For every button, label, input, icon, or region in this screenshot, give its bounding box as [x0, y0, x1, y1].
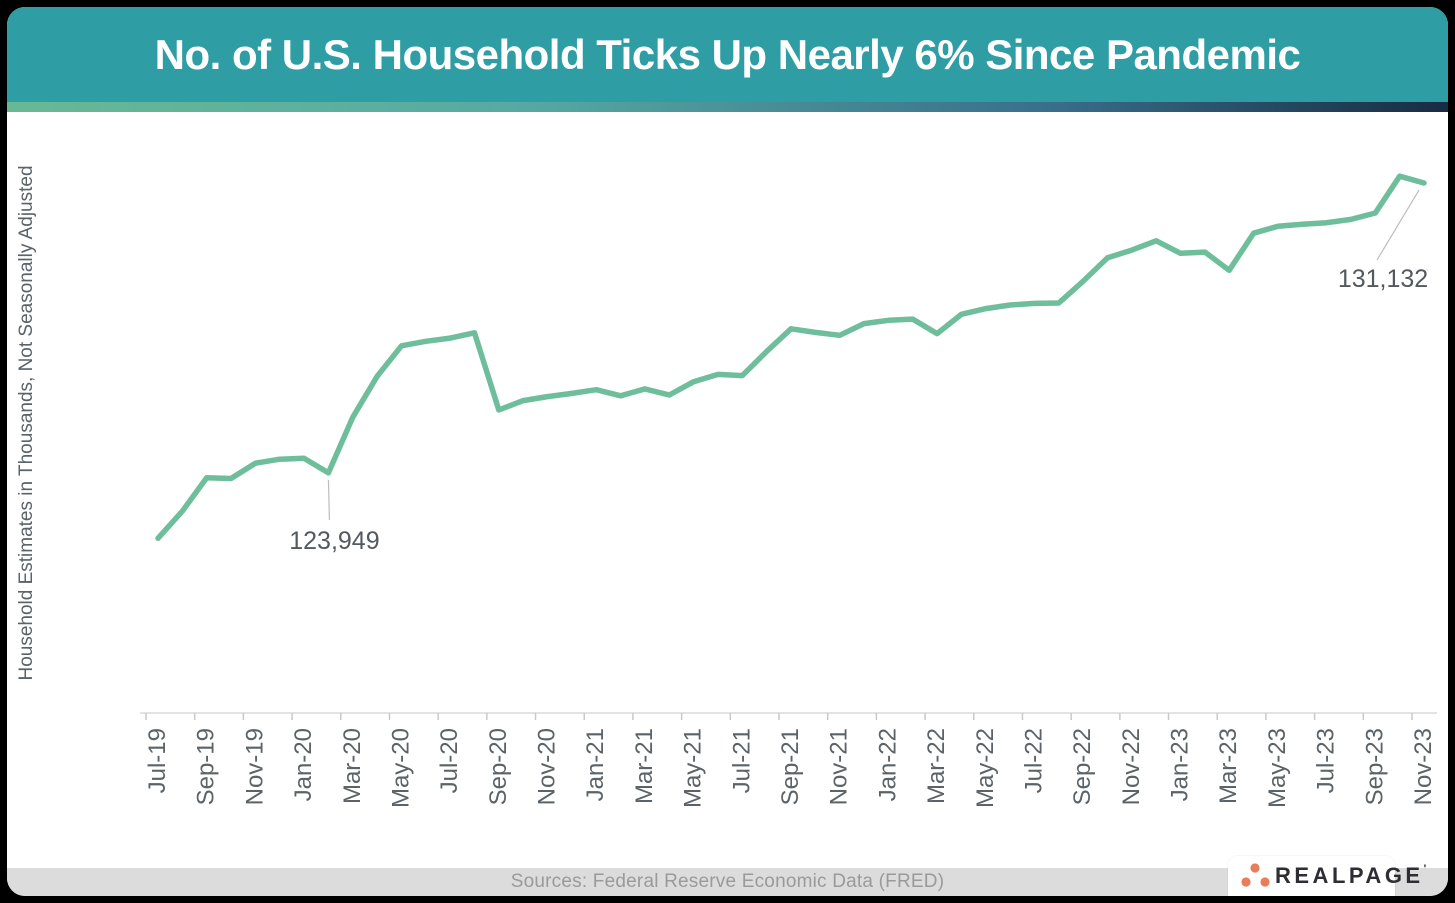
annotation-label-Feb-20: 123,949 [289, 527, 379, 555]
realpage-logo: REALPAGE' [1228, 856, 1426, 896]
annotation-leader-Feb-20 [327, 479, 331, 520]
trademark-mark: ' [1423, 863, 1427, 875]
source-text: Sources: Federal Reserve Economic Data (… [510, 871, 945, 892]
footer-bar: Sources: Federal Reserve Economic Data (… [7, 868, 1448, 896]
x-tick-label-Jan-22: Jan-22 [874, 728, 901, 801]
x-tick-label-May-20: May-20 [387, 728, 414, 808]
x-tick-label-Jul-19: Jul-19 [144, 728, 171, 793]
x-tick-label-Sep-23: Sep-23 [1361, 728, 1388, 805]
x-tick-label-Mar-20: Mar-20 [339, 728, 366, 804]
x-tick-label-Nov-19: Nov-19 [241, 728, 268, 805]
x-tick-label-Jan-23: Jan-23 [1167, 728, 1194, 801]
realpage-wordmark: REALPAGE' [1275, 863, 1427, 888]
x-tick-label-Jul-21: Jul-21 [728, 728, 755, 793]
x-tick-label-Jul-23: Jul-23 [1313, 728, 1340, 793]
y-axis-title: Household Estimates in Thousands, Not Se… [16, 165, 37, 680]
line-chart: 118K120K122K124K126K128K130K132KHousehol… [16, 165, 1437, 808]
x-tick-label-Sep-21: Sep-21 [777, 728, 804, 805]
x-tick-label-May-22: May-22 [972, 728, 999, 808]
x-tick-label-Mar-21: Mar-21 [631, 728, 658, 804]
household-estimates-line [155, 173, 1427, 542]
x-tick-label-Nov-21: Nov-21 [826, 728, 853, 805]
chart-title: No. of U.S. Household Ticks Up Nearly 6%… [154, 30, 1301, 78]
x-tick-label-Jan-20: Jan-20 [290, 728, 317, 801]
x-tick-label-Nov-22: Nov-22 [1118, 728, 1145, 805]
x-tick-label-Mar-22: Mar-22 [923, 728, 950, 804]
realpage-dots-icon [1241, 863, 1270, 887]
x-tick-label-Nov-23: Nov-23 [1410, 728, 1437, 805]
x-tick-label-Jul-22: Jul-22 [1020, 728, 1047, 793]
chart-card: No. of U.S. Household Ticks Up Nearly 6%… [7, 7, 1448, 896]
x-tick-label-May-23: May-23 [1264, 728, 1291, 808]
x-tick-label-Sep-22: Sep-22 [1069, 728, 1096, 805]
annotation-leader-Nov-23 [1376, 189, 1420, 261]
x-tick-label-Jan-21: Jan-21 [582, 728, 609, 801]
x-tick-label-May-21: May-21 [680, 728, 707, 808]
annotation-label-Nov-23: 131,132 [1338, 265, 1428, 293]
x-tick-label-Sep-20: Sep-20 [485, 728, 512, 805]
x-tick-label-Nov-20: Nov-20 [534, 728, 561, 805]
title-bar: No. of U.S. Household Ticks Up Nearly 6%… [7, 7, 1448, 102]
accent-gradient-strip [7, 102, 1448, 112]
x-tick-label-Mar-23: Mar-23 [1215, 728, 1242, 804]
x-tick-label-Sep-19: Sep-19 [193, 728, 220, 805]
x-tick-label-Jul-20: Jul-20 [436, 728, 463, 793]
